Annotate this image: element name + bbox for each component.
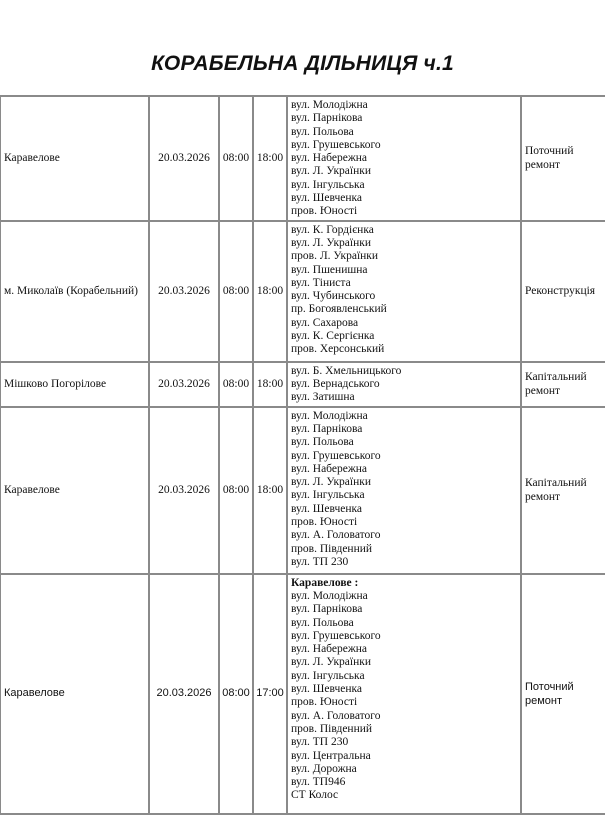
street-item: вул. Грушевського: [291, 629, 381, 642]
street-item: вул. Грушевського: [291, 449, 381, 462]
street-item: пров. Південний: [291, 722, 373, 735]
table-row: Каравелове 20.03.2026 08:00 17:00 Каравелове…: [0, 572, 605, 815]
streets-cell: вул. Молодіжна вул. Парнікова вул. Польова…: [286, 405, 522, 575]
end-time-cell: 17:00: [252, 572, 288, 815]
date-cell: 20.03.2026: [148, 405, 220, 575]
street-item: вул. Польова: [291, 616, 354, 629]
street-item: вул. Польова: [291, 436, 354, 449]
street-item: вул. Парнікова: [291, 603, 363, 616]
street-item: вул. Чубинського: [291, 290, 376, 303]
street-item: вул. Молодіжна: [291, 589, 368, 602]
date-cell: 20.03.2026: [148, 219, 220, 363]
street-item: вул. Б. Хмельницького: [291, 364, 402, 377]
street-item: пров. Південний: [291, 542, 373, 555]
street-item: пров. Юності: [291, 696, 358, 709]
street-item: вул. Грушевського: [291, 138, 381, 151]
street-item: вул. Л. Українки: [291, 476, 371, 489]
street-item: вул. Польова: [291, 125, 354, 138]
street-item: вул. Шевченка: [291, 502, 363, 515]
end-time-cell: 18:00: [252, 219, 288, 363]
street-item: вул. А. Головатого: [291, 709, 381, 722]
outage-schedule-table: Каравелове 20.03.2026 08:00 18:00 вул. Молод…: [0, 95, 605, 815]
street-item: вул. Парнікова: [291, 422, 363, 435]
place-cell: Каравелове: [0, 95, 150, 222]
street-item: вул. Інгульська: [291, 489, 365, 502]
streets-cell: вул. Молодіжна вул. Парнікова вул. Польова…: [286, 95, 522, 222]
table-row: Каравелове 20.03.2026 08:00 18:00 вул. Молод…: [0, 405, 605, 575]
street-item: вул. ТП946: [291, 776, 346, 789]
streets-header: Каравелове :: [291, 576, 359, 589]
street-item: вул. ТП 230: [291, 555, 349, 568]
street-item: вул. Набережна: [291, 152, 368, 165]
work-type-cell: Поточний ремонт: [520, 95, 605, 222]
date-cell: 20.03.2026: [148, 572, 220, 815]
end-time-cell: 18:00: [252, 360, 288, 408]
work-type-cell: Капітальний ремонт: [520, 360, 605, 408]
end-time-cell: 18:00: [252, 405, 288, 575]
place-cell: м. Миколаїв (Корабельний): [0, 219, 150, 363]
street-item: вул. Л. Українки: [291, 165, 371, 178]
table-row: Каравелове 20.03.2026 08:00 18:00 вул. Молод…: [0, 95, 605, 222]
street-item: вул. Інгульська: [291, 669, 365, 682]
work-type-cell: Поточний ремонт: [520, 572, 605, 815]
place-cell: Каравелове: [0, 405, 150, 575]
place-cell: Каравелове: [0, 572, 150, 815]
street-item: вул. Парнікова: [291, 112, 363, 125]
street-item: вул. Центральна: [291, 749, 371, 762]
street-item: СТ Колос: [291, 789, 339, 802]
street-item: пров. Юності: [291, 205, 358, 218]
streets-cell: вул. К. Гордієнка вул. Л. Українки пров. Л…: [286, 219, 522, 363]
date-cell: 20.03.2026: [148, 360, 220, 408]
street-item: вул. Дорожна: [291, 762, 357, 775]
start-time-cell: 08:00: [218, 219, 254, 363]
street-item: вул. Затишна: [291, 391, 355, 404]
street-item: вул. К. Гордієнка: [291, 223, 374, 236]
start-time-cell: 08:00: [218, 405, 254, 575]
work-type-cell: Реконструкція: [520, 219, 605, 363]
street-item: пров. Херсонський: [291, 343, 385, 356]
street-item: пров. Юності: [291, 516, 358, 529]
street-item: вул. Шевченка: [291, 192, 363, 205]
street-item: вул. Тіниста: [291, 276, 351, 289]
table-row: м. Миколаїв (Корабельний) 20.03.2026 08:00…: [0, 219, 605, 363]
start-time-cell: 08:00: [218, 360, 254, 408]
page-title: КОРАБЕЛЬНА ДІЛЬНИЦЯ ч.1: [151, 52, 454, 75]
street-item: вул. Шевченка: [291, 683, 363, 696]
streets-cell: Каравелове : вул. Молодіжна вул. Парнікова…: [286, 572, 522, 815]
place-cell: Мішково Погорілове: [0, 360, 150, 408]
street-item: вул. Л. Українки: [291, 236, 371, 249]
street-item: вул. Молодіжна: [291, 99, 368, 111]
street-item: вул. К. Сергієнка: [291, 330, 375, 343]
start-time-cell: 08:00: [218, 572, 254, 815]
work-type-cell: Капітальний ремонт: [520, 405, 605, 575]
street-item: вул. Молодіжна: [291, 409, 368, 422]
end-time-cell: 18:00: [252, 95, 288, 222]
street-item: пров. Л. Українки: [291, 250, 379, 263]
date-cell: 20.03.2026: [148, 95, 220, 222]
street-item: вул. Пшенишна: [291, 263, 368, 276]
street-item: вул. Сахарова: [291, 316, 359, 329]
street-item: вул. Набережна: [291, 462, 368, 475]
street-item: вул. Набережна: [291, 643, 368, 656]
street-item: пр. Богоявленський: [291, 303, 387, 316]
street-item: вул. Л. Українки: [291, 656, 371, 669]
streets-cell: вул. Б. Хмельницького вул. Вернадського ву…: [286, 360, 522, 408]
street-item: вул. А. Головатого: [291, 529, 381, 542]
start-time-cell: 08:00: [218, 95, 254, 222]
street-item: вул. Вернадського: [291, 377, 380, 390]
street-item: вул. Інгульська: [291, 178, 365, 191]
street-item: вул. ТП 230: [291, 736, 349, 749]
table-row: Мішково Погорілове 20.03.2026 08:00 18:00 ву…: [0, 360, 605, 408]
